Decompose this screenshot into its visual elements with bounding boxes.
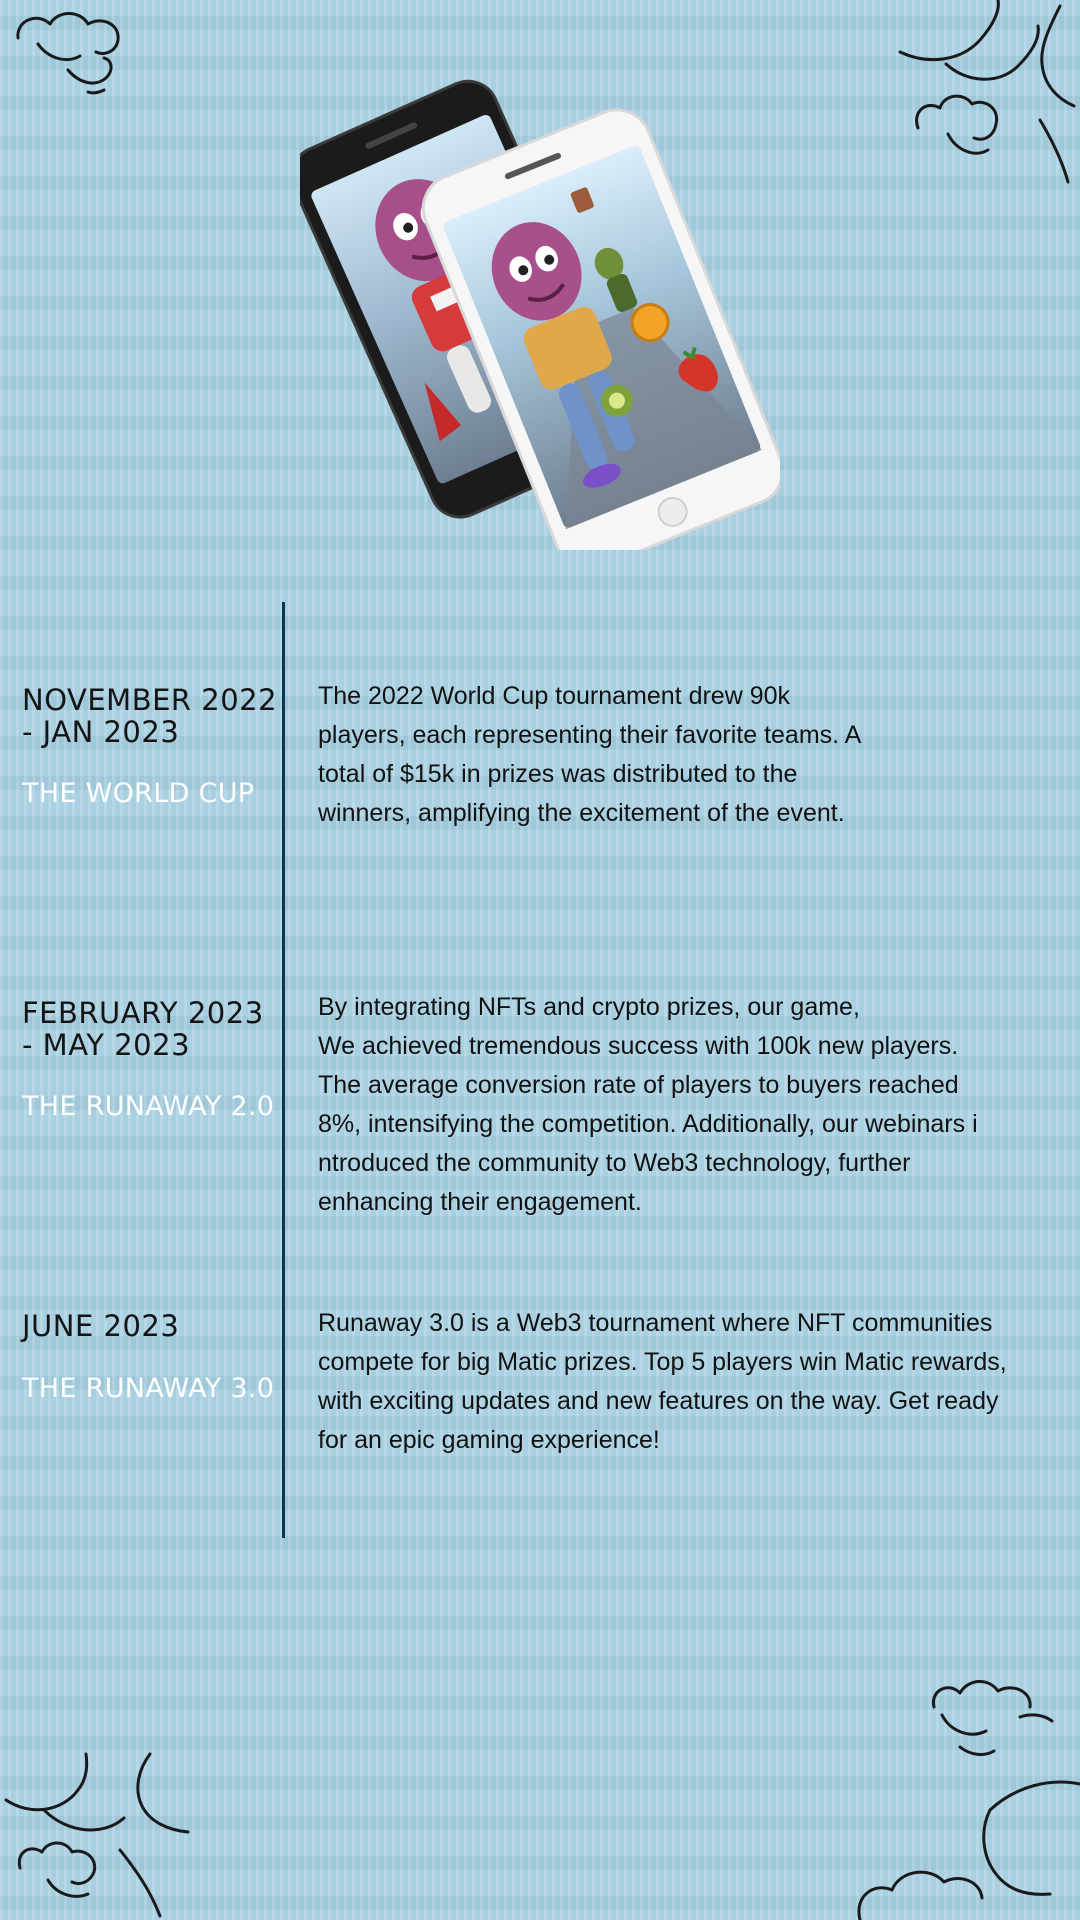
timeline-entry-date: NOVEMBER 2022 - JAN 2023 [22, 683, 278, 749]
timeline-entry-description: The 2022 World Cup tournament drew 90k p… [318, 677, 1068, 833]
description-line: The 2022 World Cup tournament drew 90k [318, 682, 791, 710]
description-line: 8%, intensifying the competition. Additi… [318, 1110, 978, 1138]
cloud-doodle-top-left-icon [16, 12, 120, 95]
description-line: with exciting updates and new features o… [318, 1387, 999, 1415]
description-line: By integrating NFTs and crypto prizes, o… [318, 993, 860, 1021]
timeline-entry-date: JUNE 2023 [22, 1309, 180, 1343]
description-line: ntroduced the community to Web3 technolo… [318, 1149, 911, 1177]
cloud-doodle-bottom-left-icon [4, 1752, 190, 1918]
description-line: enhancing their engagement. [318, 1188, 642, 1216]
timeline-entry-date: FEBRUARY 2023 - MAY 2023 [22, 996, 264, 1062]
description-line: winners, amplifying the excitement of th… [318, 799, 845, 827]
timeline-entry-description: Runaway 3.0 is a Web3 tournament where N… [318, 1304, 1068, 1460]
timeline-entry-title: THE RUNAWAY 3.0 [22, 1373, 275, 1404]
cloud-doodle-top-right-icon [898, 0, 1076, 184]
description-line: for an epic gaming experience! [318, 1426, 660, 1454]
timeline-entry-description: By integrating NFTs and crypto prizes, o… [318, 988, 1068, 1222]
description-line: players, each representing their favorit… [318, 721, 862, 749]
description-line: compete for big Matic prizes. Top 5 play… [318, 1348, 1007, 1376]
cloud-doodle-bottom-right-icon [931, 1680, 1054, 1756]
description-line: We achieved tremendous success with 100k… [318, 1032, 959, 1060]
description-line: The average conversion rate of players t… [318, 1071, 959, 1099]
timeline-line [282, 602, 285, 1538]
phones-game-illustration [300, 79, 780, 550]
timeline-entry-title: THE RUNAWAY 2.0 [22, 1091, 275, 1122]
cloud-doodle-bottom-right-large-icon [857, 1780, 1080, 1920]
description-line: total of $15k in prizes was distributed … [318, 760, 798, 788]
timeline-entry-title: THE WORLD CUP [22, 778, 255, 809]
description-line: Runaway 3.0 is a Web3 tournament where N… [318, 1309, 993, 1337]
